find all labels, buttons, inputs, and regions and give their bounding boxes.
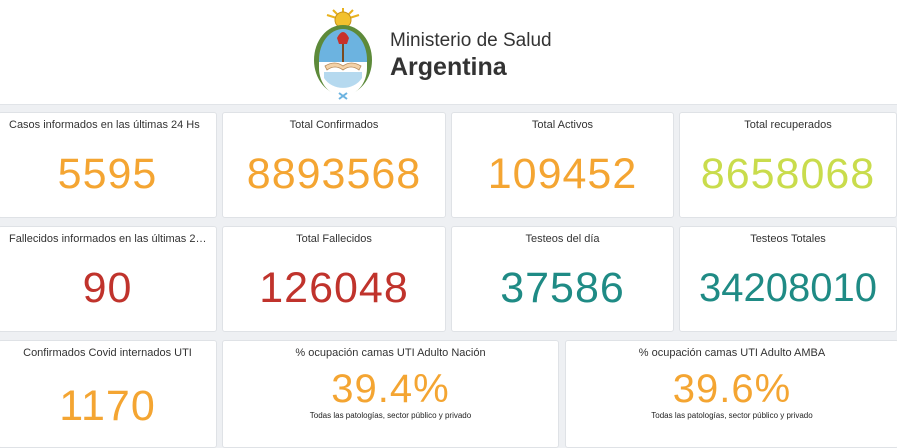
card-value: 1170 bbox=[59, 382, 156, 430]
card-value: 90 bbox=[82, 264, 133, 312]
card-value: 39.4% bbox=[331, 367, 450, 411]
card-title: % ocupación camas UTI Adulto Nación bbox=[295, 347, 486, 359]
card-testeos-totales: Testeos Totales 34208010 bbox=[679, 226, 897, 332]
ministry-name: Ministerio de Salud bbox=[390, 30, 552, 51]
card-value: 39.6% bbox=[672, 367, 792, 411]
country-name: Argentina bbox=[390, 53, 507, 81]
card-value: 8893568 bbox=[246, 150, 422, 198]
card-value: 109452 bbox=[487, 150, 638, 198]
card-value: 8658068 bbox=[700, 150, 876, 198]
card-ocupacion-nacion: % ocupación camas UTI Adulto Nación 39.4… bbox=[222, 340, 559, 448]
card-title: Testeos del día bbox=[525, 233, 600, 245]
card-title: Confirmados Covid internados UTI bbox=[23, 347, 192, 359]
card-fallecidos-ultimas: Fallecidos informados en las últimas 24 … bbox=[0, 226, 217, 332]
card-total-fallecidos: Total Fallecidos 126048 bbox=[222, 226, 446, 332]
card-total-activos: Total Activos 109452 bbox=[451, 112, 674, 218]
card-total-confirmados: Total Confirmados 8893568 bbox=[222, 112, 446, 218]
coat-of-arms-icon bbox=[314, 8, 372, 100]
card-title: % ocupación camas UTI Adulto AMBA bbox=[638, 347, 826, 359]
brand: Ministerio de Salud Argentina bbox=[390, 30, 552, 82]
card-title: Fallecidos informados en las últimas 24 … bbox=[9, 233, 210, 245]
card-testeos-dia: Testeos del día 37586 bbox=[451, 226, 674, 332]
card-title: Total recuperados bbox=[744, 119, 832, 131]
card-casos-24h: Casos informados en las últimas 24 Hs 55… bbox=[0, 112, 217, 218]
card-value: 34208010 bbox=[699, 266, 877, 310]
card-total-recuperados: Total recuperados 8658068 bbox=[679, 112, 897, 218]
card-internados-uti: Confirmados Covid internados UTI 1170 bbox=[0, 340, 217, 448]
card-title: Total Fallecidos bbox=[296, 233, 372, 245]
card-value: 37586 bbox=[500, 264, 625, 312]
card-value: 5595 bbox=[57, 150, 158, 198]
card-title: Casos informados en las últimas 24 Hs bbox=[9, 119, 200, 131]
card-title: Testeos Totales bbox=[750, 233, 826, 245]
card-note: Todas las patologías, sector público y p… bbox=[651, 411, 813, 420]
card-title: Total Confirmados bbox=[289, 119, 379, 131]
card-value: 126048 bbox=[259, 264, 409, 312]
card-title: Total Activos bbox=[531, 119, 594, 131]
card-ocupacion-amba: % ocupación camas UTI Adulto AMBA 39.6% … bbox=[565, 340, 897, 448]
card-note: Todas las patologías, sector público y p… bbox=[309, 411, 472, 420]
header: Ministerio de Salud Argentina bbox=[0, 0, 897, 105]
